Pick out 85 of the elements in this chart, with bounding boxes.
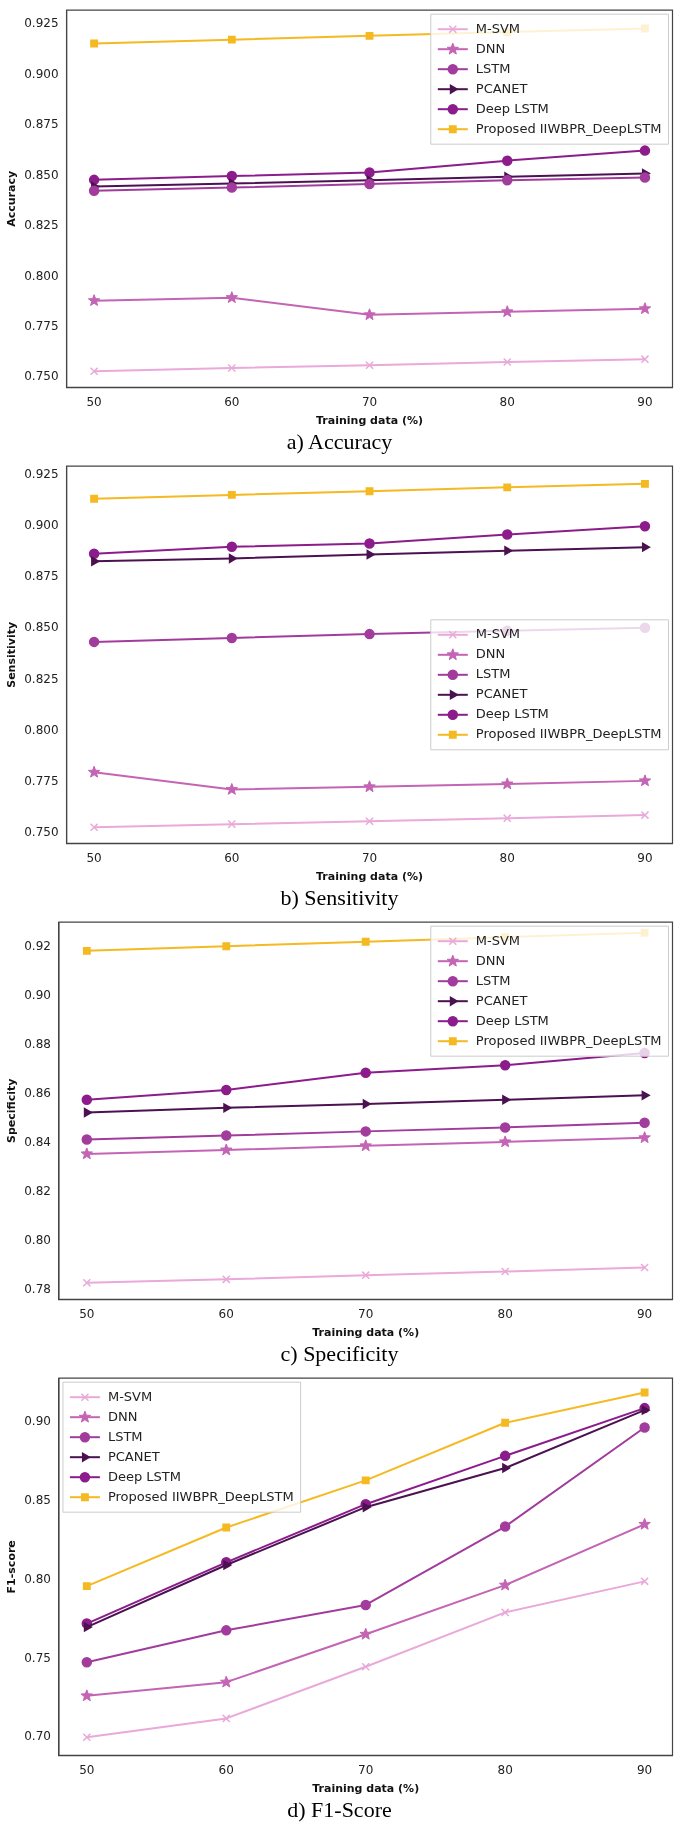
- x-tick-label: 50: [79, 1306, 95, 1321]
- y-tick-label: 0.825: [24, 671, 59, 686]
- legend-label: M-SVM: [107, 1388, 153, 1404]
- y-axis-title: F1-score: [5, 1540, 19, 1594]
- y-tick-label: 0.85: [24, 1493, 51, 1508]
- y-axis-title: Specificity: [5, 1078, 19, 1144]
- x-tick-label: 60: [218, 1306, 234, 1321]
- x-tick-label: 80: [497, 1762, 513, 1777]
- y-tick-label: 0.775: [24, 774, 59, 789]
- x-tick-label: 90: [636, 1306, 653, 1321]
- x-tick-label: 60: [224, 394, 240, 409]
- x-tick-label: 50: [86, 850, 102, 865]
- legend-label: Deep LSTM: [475, 706, 549, 722]
- y-tick-label: 0.82: [24, 1183, 51, 1198]
- text: c) Specificity: [279, 1341, 400, 1366]
- y-tick-label: 0.850: [24, 167, 59, 182]
- legend-label: PCANET: [475, 80, 528, 96]
- x-tick-label: 80: [499, 394, 515, 409]
- legend-label: LSTM: [475, 972, 511, 988]
- y-tick-label: 0.750: [24, 825, 59, 840]
- legend-label: PCANET: [107, 1448, 160, 1464]
- y-tick-label: 0.80: [24, 1232, 51, 1247]
- legend-label: DNN: [107, 1408, 138, 1424]
- x-tick-label: 90: [637, 850, 653, 865]
- legend-label: DNN: [475, 952, 506, 968]
- x-axis-title: Training data (%): [316, 414, 423, 428]
- y-tick-label: 0.925: [24, 466, 59, 481]
- legend-label: Proposed IIWBPR_DeepLSTM: [475, 726, 662, 742]
- legend-label: M-SVM: [475, 626, 521, 642]
- y-tick-label: 0.88: [24, 1036, 51, 1051]
- x-axis-title: Training data (%): [312, 1326, 420, 1340]
- legend-label: DNN: [475, 646, 506, 662]
- legend-label: M-SVM: [475, 20, 521, 36]
- legend-label: M-SVM: [475, 932, 521, 948]
- legend-label: LSTM: [475, 60, 511, 76]
- x-tick-label: 70: [361, 394, 378, 409]
- y-tick-label: 0.84: [24, 1134, 51, 1149]
- y-tick-label: 0.92: [24, 938, 51, 953]
- y-tick-label: 0.75: [24, 1650, 51, 1665]
- text: d) F1-Score: [286, 1797, 393, 1822]
- y-tick-label: 0.825: [24, 218, 59, 233]
- y-axis-title: Accuracy: [5, 170, 19, 227]
- legend-label: Proposed IIWBPR_DeepLSTM: [475, 1032, 662, 1048]
- legend-label: DNN: [475, 40, 506, 56]
- text: a) Accuracy: [285, 429, 394, 454]
- x-tick-label: 70: [358, 1306, 374, 1321]
- y-tick-label: 0.90: [24, 1414, 51, 1429]
- x-tick-label: 90: [637, 394, 653, 409]
- x-axis-title: Training data (%): [312, 1782, 420, 1796]
- legend-label: PCANET: [475, 686, 528, 702]
- legend-label: LSTM: [107, 1428, 143, 1444]
- y-tick-label: 0.78: [24, 1281, 51, 1296]
- y-tick-label: 0.925: [24, 16, 59, 31]
- x-tick-label: 70: [361, 850, 378, 865]
- y-axis-title: Sensitivity: [5, 621, 19, 688]
- y-tick-label: 0.800: [24, 722, 59, 737]
- legend-label: Deep LSTM: [475, 100, 549, 116]
- legend-label: Deep LSTM: [475, 1012, 549, 1028]
- legend-label: Proposed IIWBPR_DeepLSTM: [107, 1488, 294, 1504]
- legend-label: Deep LSTM: [107, 1468, 181, 1484]
- x-tick-label: 80: [497, 1306, 513, 1321]
- y-tick-label: 0.900: [24, 517, 59, 532]
- x-tick-label: 50: [86, 394, 102, 409]
- y-tick-label: 0.875: [24, 569, 59, 584]
- y-tick-label: 0.900: [24, 66, 59, 81]
- legend-label: PCANET: [475, 992, 528, 1008]
- text: b) Sensitivity: [279, 885, 400, 910]
- y-tick-label: 0.875: [24, 117, 59, 132]
- x-tick-label: 80: [499, 850, 515, 865]
- y-tick-label: 0.70: [24, 1729, 51, 1744]
- y-tick-label: 0.80: [24, 1571, 51, 1586]
- x-tick-label: 70: [358, 1762, 374, 1777]
- y-tick-label: 0.850: [24, 620, 59, 635]
- legend-label: LSTM: [475, 666, 511, 682]
- y-tick-label: 0.750: [24, 369, 59, 384]
- x-tick-label: 50: [79, 1762, 95, 1777]
- y-tick-label: 0.800: [24, 268, 59, 283]
- legend-label: Proposed IIWBPR_DeepLSTM: [475, 120, 662, 136]
- x-axis-title: Training data (%): [316, 870, 423, 884]
- y-tick-label: 0.90: [24, 987, 51, 1002]
- y-tick-label: 0.775: [24, 319, 59, 334]
- x-tick-label: 60: [218, 1762, 234, 1777]
- y-tick-label: 0.86: [24, 1085, 51, 1100]
- x-tick-label: 90: [636, 1762, 653, 1777]
- x-tick-label: 60: [224, 850, 240, 865]
